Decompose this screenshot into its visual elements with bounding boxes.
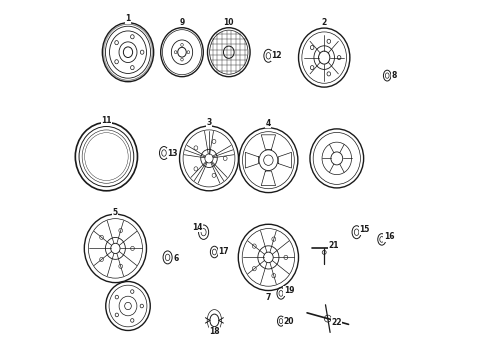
Text: 22: 22: [332, 318, 342, 327]
Text: 3: 3: [206, 118, 212, 127]
Text: 10: 10: [223, 18, 234, 27]
Text: 11: 11: [101, 116, 112, 125]
Text: 7: 7: [266, 292, 271, 302]
Text: 4: 4: [266, 118, 271, 127]
Text: 2: 2: [321, 18, 327, 27]
Text: 12: 12: [271, 51, 282, 60]
Text: 8: 8: [392, 71, 397, 80]
Text: 13: 13: [167, 149, 177, 158]
Text: 9: 9: [179, 18, 185, 27]
Text: 5: 5: [113, 208, 118, 217]
Text: 19: 19: [284, 287, 294, 295]
Ellipse shape: [85, 133, 128, 181]
Text: 15: 15: [359, 225, 370, 234]
Text: 1: 1: [125, 14, 131, 23]
Text: 6: 6: [173, 254, 178, 263]
Text: 21: 21: [328, 241, 339, 250]
Text: 16: 16: [384, 233, 394, 241]
Text: 17: 17: [218, 248, 229, 256]
Text: 14: 14: [192, 223, 203, 232]
Text: 18: 18: [209, 328, 220, 336]
Ellipse shape: [178, 47, 186, 57]
Text: 20: 20: [284, 318, 294, 326]
